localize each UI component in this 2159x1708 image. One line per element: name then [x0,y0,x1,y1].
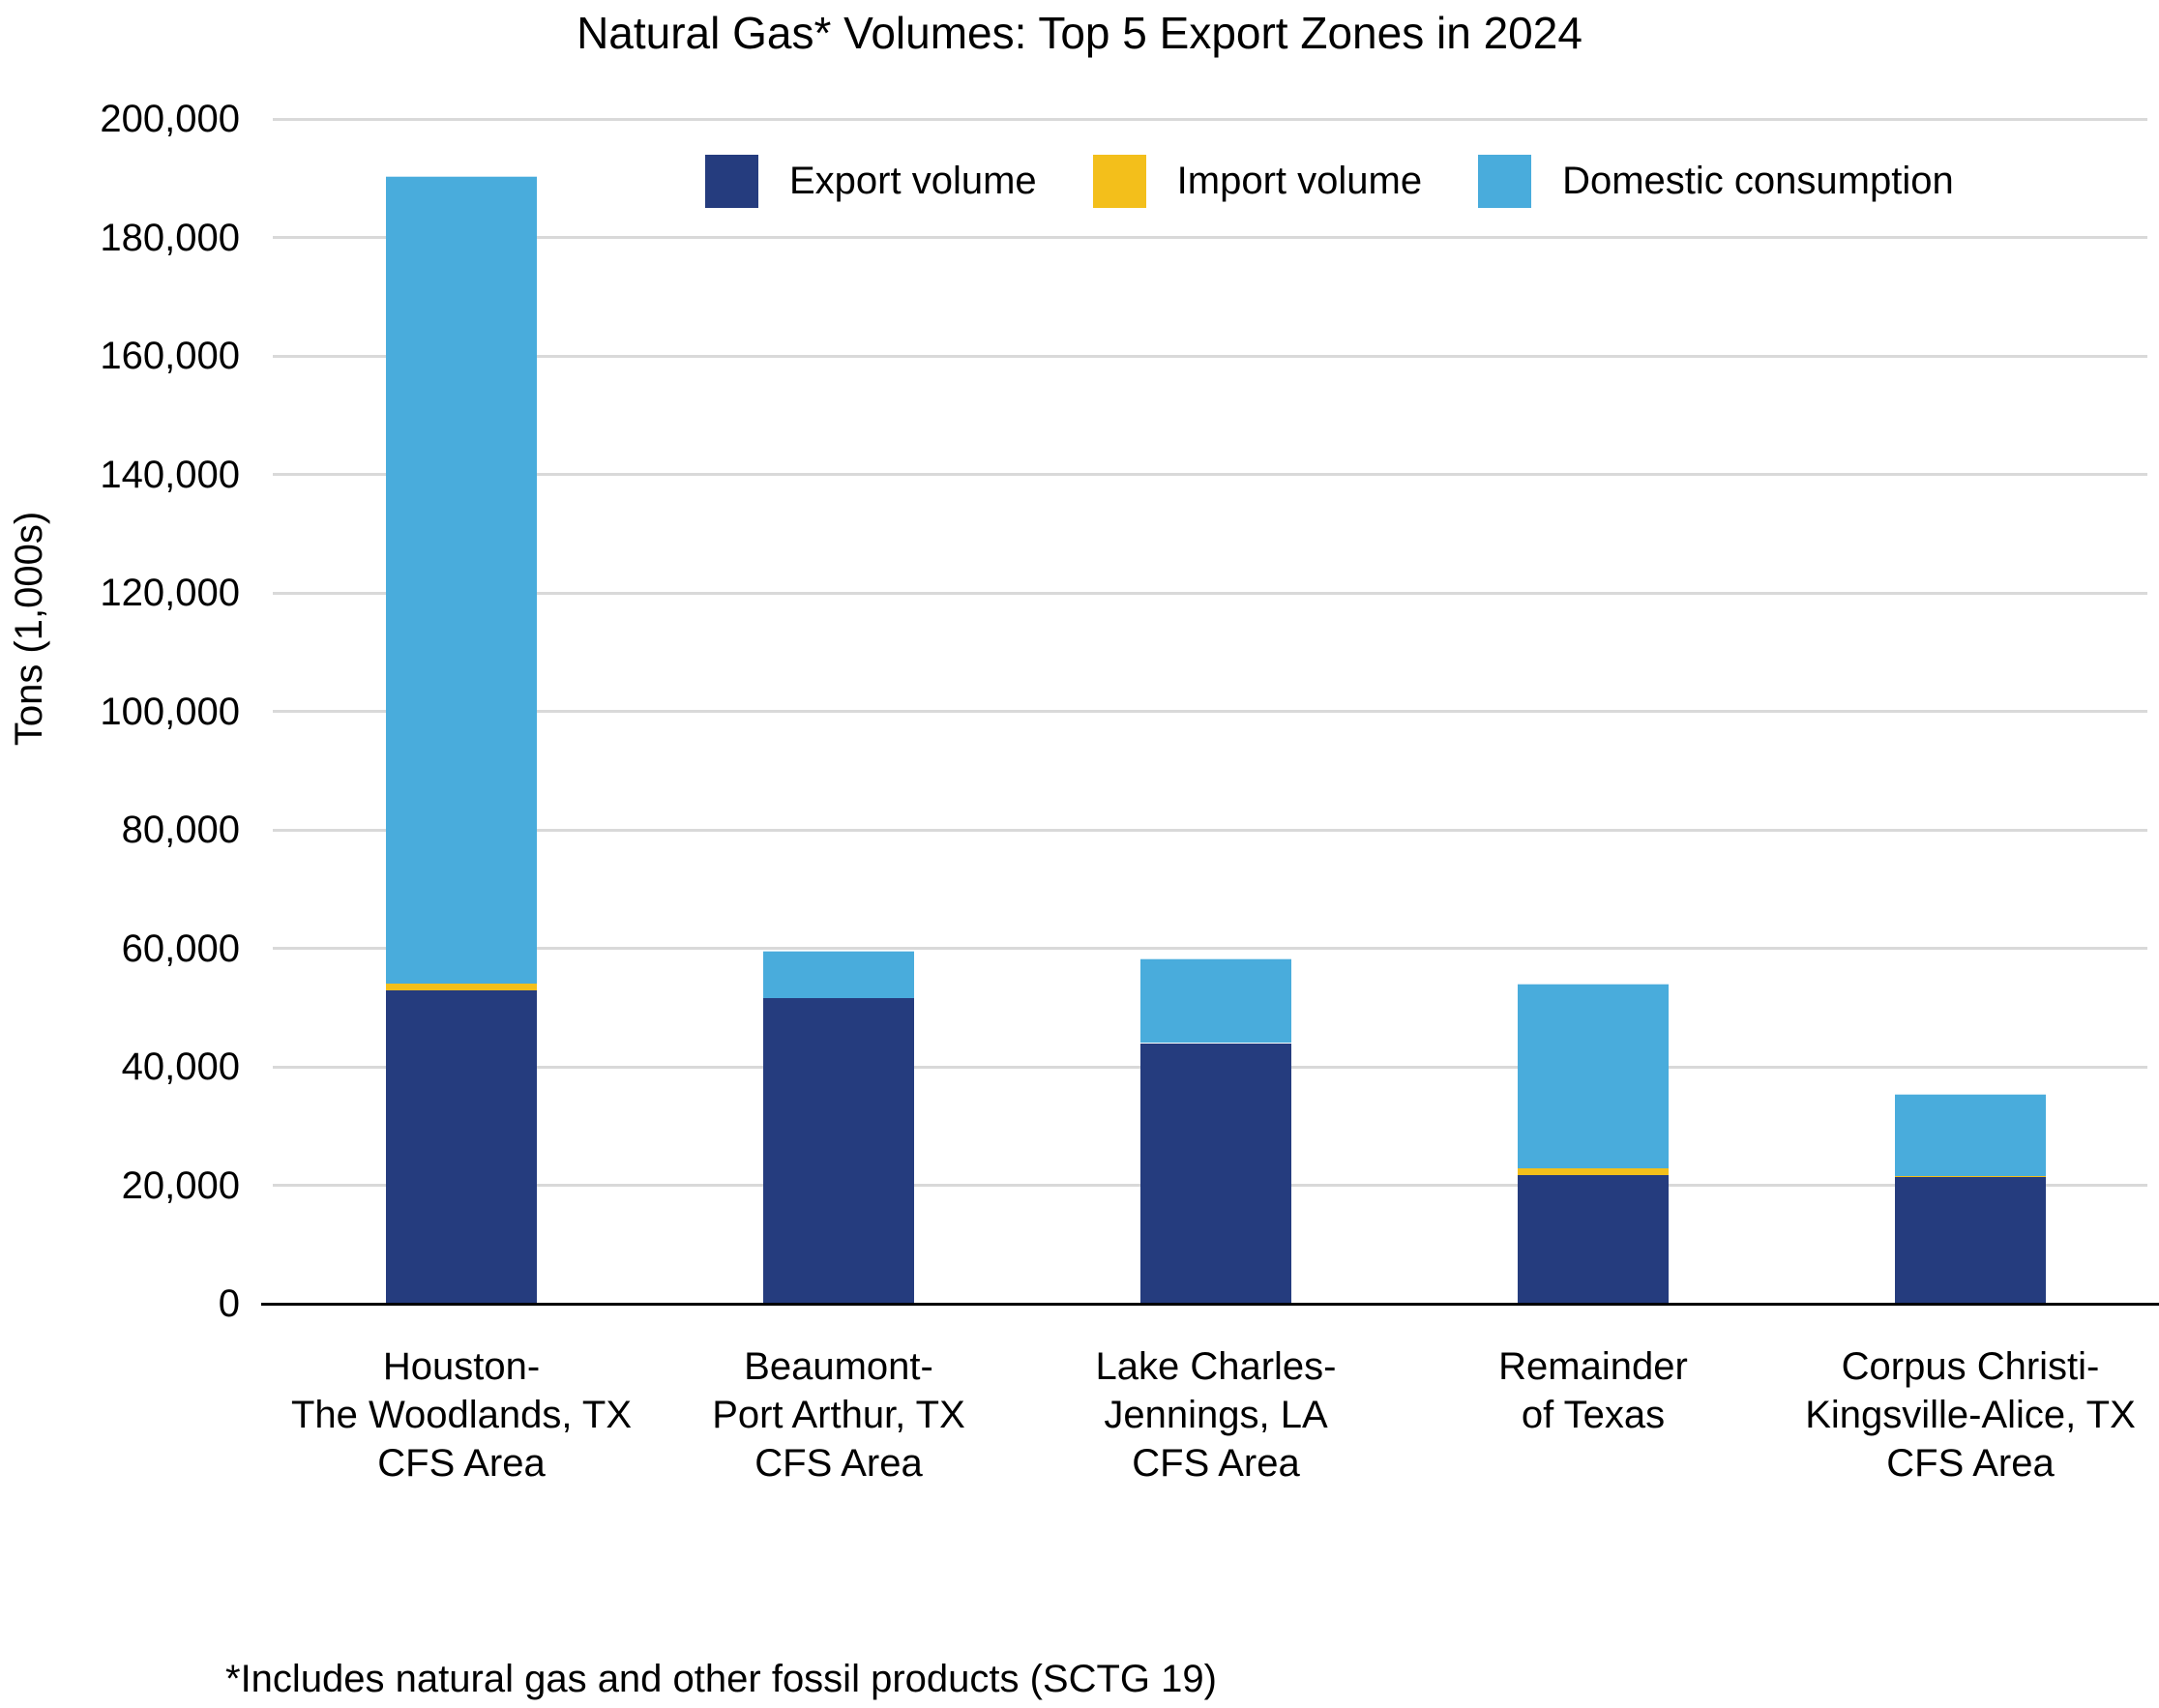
y-axis-title: Tons (1,000s) [8,511,50,747]
legend-item-import: Import volume [1092,155,1423,208]
bar-segment-domestic-4 [1895,1093,2046,1177]
bar-segment-export-1 [763,996,914,1304]
bar-segment-export-3 [1518,1173,1669,1304]
gridline [273,236,2147,239]
gridline [273,117,2147,121]
bar-segment-domestic-1 [763,950,914,998]
y-tick-label: 160,000 [100,335,240,377]
bar-segment-domestic-0 [386,175,537,985]
chart-title: Natural Gas* Volumes: Top 5 Export Zones… [577,8,1582,58]
y-tick-label: 20,000 [121,1163,240,1207]
bar-segment-export-2 [1140,1043,1291,1304]
chart-footnote: *Includes natural gas and other fossil p… [225,1658,1217,1700]
x-axis-category-label: Remainder of Texas [1498,1345,1688,1436]
y-tick-label: 140,000 [100,453,240,496]
gridline [273,947,2147,950]
bar-segment-export-4 [1895,1176,2046,1304]
gridline [273,591,2147,595]
gridline [273,828,2147,832]
legend-label-export: Export volume [789,160,1037,202]
x-axis-category-label: Beaumont- Port Arthur, TX CFS Area [712,1345,965,1485]
bar-segment-domestic-2 [1140,957,1291,1043]
bar-segment-export-0 [386,989,537,1304]
gridline [273,354,2147,358]
y-tick-label: 120,000 [100,572,240,614]
legend-item-export: Export volume [705,155,1037,208]
bar-segment-import-3 [1518,1166,1669,1175]
legend-label-import: Import volume [1176,160,1423,202]
x-axis-category-label: Corpus Christi- Kingsville-Alice, TX CFS… [1805,1345,2136,1485]
x-axis-category-label: Lake Charles- Jennings, LA CFS Area [1095,1345,1337,1485]
y-tick-label: 180,000 [100,216,240,259]
legend-swatch-import [1092,155,1146,208]
legend-swatch-domestic [1478,155,1532,208]
y-tick-label: 80,000 [121,809,240,851]
legend-label-domestic: Domestic consumption [1562,160,1954,202]
bar-segment-import-0 [386,983,537,991]
y-tick-label: 100,000 [100,690,240,733]
y-tick-label: 60,000 [121,927,240,970]
y-tick-label: 200,000 [100,98,240,140]
gridline [273,710,2147,713]
y-tick-label: 40,000 [121,1045,240,1088]
x-axis-category-label: Houston- The Woodlands, TX CFS Area [290,1345,633,1485]
x-axis-line [261,1302,2159,1306]
gridline [273,473,2147,476]
legend: Export volume Import volume Domestic con… [705,155,1954,208]
y-tick-label: 0 [218,1282,240,1325]
bar-segment-domestic-3 [1518,984,1669,1168]
legend-item-domestic: Domestic consumption [1478,155,1954,208]
legend-swatch-export [705,155,758,208]
